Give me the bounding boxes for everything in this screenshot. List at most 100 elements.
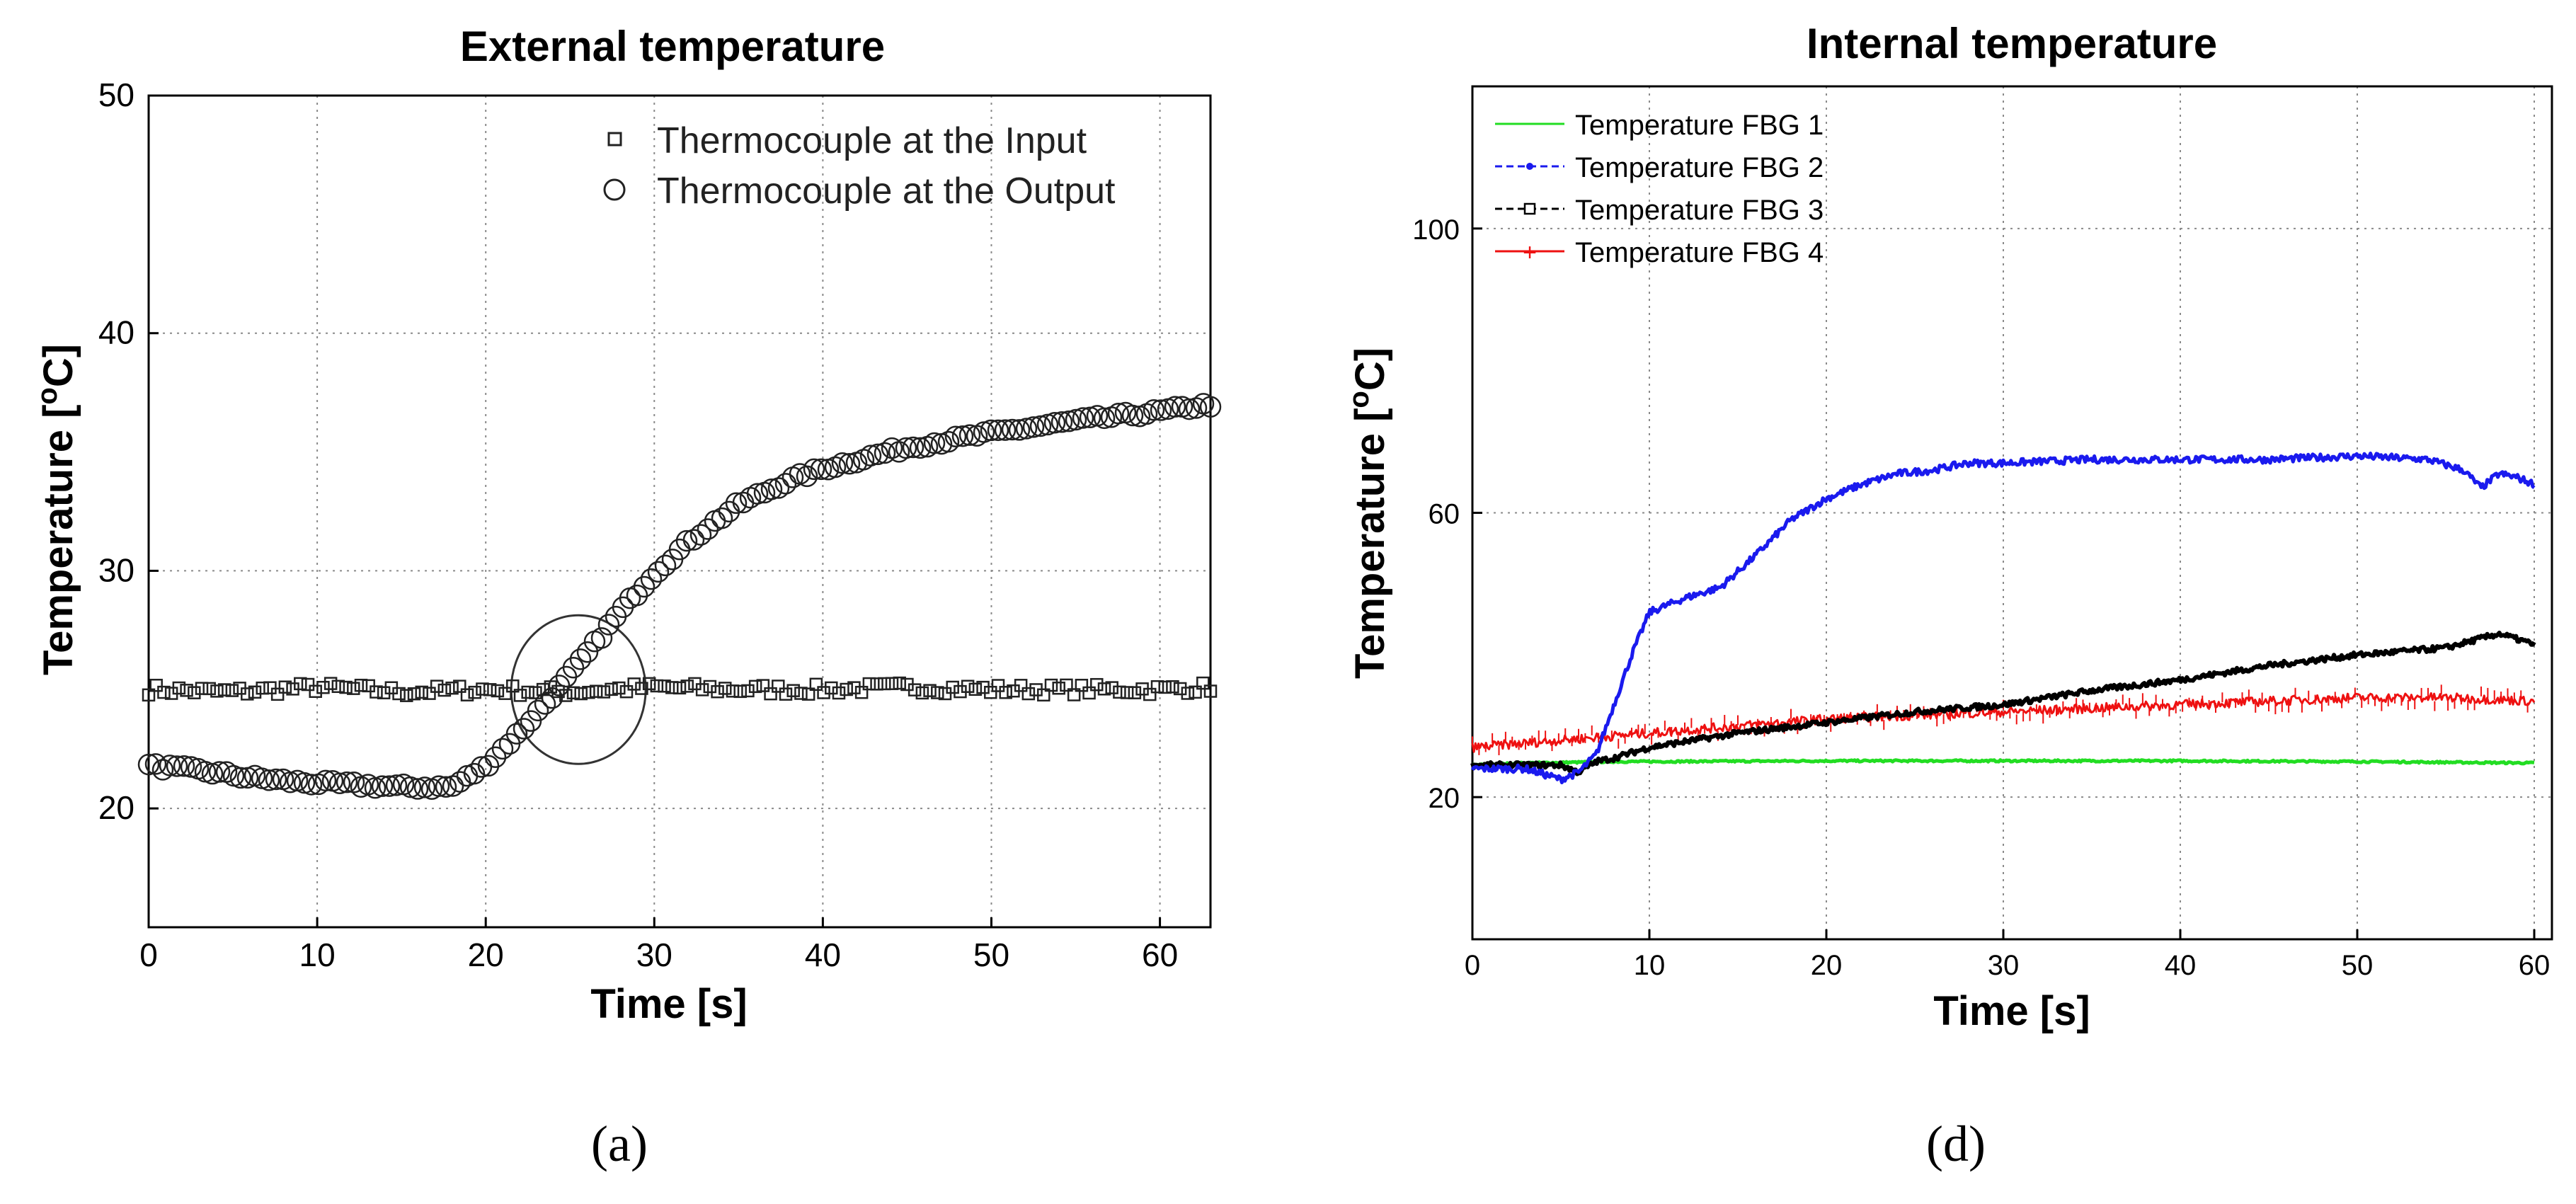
data-point-circle <box>1199 396 1222 418</box>
legend-square-marker <box>607 132 622 147</box>
data-point-circle <box>1072 407 1094 429</box>
data-point-circle <box>994 419 1017 441</box>
data-point-square <box>407 687 421 701</box>
data-point-circle <box>378 775 401 797</box>
data-point-square <box>566 686 580 700</box>
series-thermocouple-output <box>137 393 1222 800</box>
data-point-square <box>270 687 285 701</box>
data-point-circle <box>951 425 974 447</box>
data-point-circle <box>654 554 677 577</box>
data-point-circle <box>1150 399 1172 421</box>
data-point-square <box>574 687 588 701</box>
data-point-circle <box>824 456 847 478</box>
data-point-circle <box>569 648 592 670</box>
data-point-circle <box>640 568 663 590</box>
data-point-circle <box>852 449 875 471</box>
data-point-square <box>491 684 505 698</box>
data-point-square <box>908 683 922 696</box>
data-point-circle <box>258 769 280 791</box>
data-point-square <box>1052 681 1065 695</box>
data-point-square <box>786 684 800 697</box>
data-point-square <box>453 680 466 693</box>
y-tick-label: 20 <box>1429 783 1460 814</box>
data-point-square <box>324 677 338 690</box>
data-point-circle <box>980 419 1002 442</box>
data-point-circle <box>279 772 302 793</box>
data-point-square <box>748 680 762 694</box>
y-tick-label: 60 <box>1429 499 1460 530</box>
data-point-circle <box>760 478 783 500</box>
data-point-square <box>862 677 876 691</box>
data-point-circle <box>1029 415 1052 437</box>
data-point-square <box>1014 679 1028 692</box>
data-point-square <box>1067 688 1081 701</box>
data-point-circle <box>265 768 287 791</box>
legend-fbg3-label: Temperature FBG 3 <box>1575 195 1824 226</box>
series-line <box>1470 631 2536 776</box>
data-point-circle <box>1065 408 1087 431</box>
legend-fbg3-marker <box>1523 202 1536 215</box>
chart-a-x-axis-label: Time [s] <box>590 981 747 1027</box>
data-point-square <box>801 687 815 701</box>
data-point-square <box>840 682 853 696</box>
panel-label-d: (d) <box>1926 1116 1986 1172</box>
chart-a-plot-frame <box>147 94 1212 929</box>
data-point-circle <box>958 424 981 446</box>
data-point-circle <box>520 710 542 732</box>
data-point-square <box>642 677 656 691</box>
x-tick-label: 0 <box>1465 950 1480 981</box>
data-point-square <box>529 686 542 699</box>
data-point-square <box>339 680 353 694</box>
data-point-square <box>521 685 534 699</box>
chart-a-legend: Thermocouple at the Input Thermocouple a… <box>603 120 1116 212</box>
data-point-square <box>915 686 929 700</box>
data-point-square <box>210 684 224 698</box>
data-point-circle <box>562 657 585 679</box>
data-point-circle <box>874 442 896 464</box>
series-fbg-3 <box>1470 631 2536 776</box>
data-point-square <box>370 685 383 699</box>
data-point-circle <box>987 419 1009 442</box>
data-point-circle <box>541 687 563 709</box>
data-point-square <box>779 687 793 701</box>
chart-a-grid <box>148 95 1210 927</box>
data-point-circle <box>293 772 316 794</box>
data-point-square <box>1203 684 1218 698</box>
data-point-circle <box>1135 403 1158 425</box>
data-point-square <box>392 687 406 701</box>
data-point-square <box>832 686 846 700</box>
data-point-square <box>1158 680 1172 694</box>
data-point-square <box>1097 682 1111 696</box>
data-point-square <box>468 685 481 699</box>
data-point-circle <box>767 477 790 499</box>
data-point-square <box>1120 686 1134 699</box>
data-point-square <box>241 687 254 701</box>
data-point-square <box>195 682 209 695</box>
data-point-square <box>400 689 413 702</box>
data-point-square <box>188 686 201 699</box>
data-point-square <box>331 680 345 694</box>
data-point-square <box>923 684 937 697</box>
data-point-circle <box>1107 403 1130 425</box>
chart-a-y-axis-label: Temperature [oC] <box>32 344 81 675</box>
data-point-square <box>1150 680 1164 694</box>
y-tick-label: 100 <box>1412 214 1460 246</box>
data-point-square <box>1060 678 1073 692</box>
series-fbg-1 <box>1472 758 2535 767</box>
chart-a-title: External temperature <box>460 23 885 70</box>
chart-d-x-ticks: 0 10 20 30 40 50 60 <box>1465 929 2550 981</box>
data-point-square <box>597 685 611 699</box>
data-point-square <box>1196 676 1210 690</box>
data-point-circle <box>1015 418 1038 440</box>
chart-internal-temperature: Internal temperature 0 10 20 30 40 50 60 20 60 1… <box>1344 20 2553 1172</box>
data-point-circle <box>1079 406 1101 428</box>
data-point-circle <box>1051 411 1073 433</box>
data-point-square <box>612 681 626 695</box>
chart-a-x-ticks: 0 10 20 30 40 50 60 <box>139 917 1178 973</box>
series-line <box>1471 692 2536 753</box>
y-tick-label: 50 <box>98 76 134 113</box>
legend-output-label: Thermocouple at the Output <box>657 171 1116 212</box>
data-point-square <box>483 683 497 696</box>
data-point-square <box>1090 677 1104 692</box>
data-point-square <box>756 679 770 692</box>
